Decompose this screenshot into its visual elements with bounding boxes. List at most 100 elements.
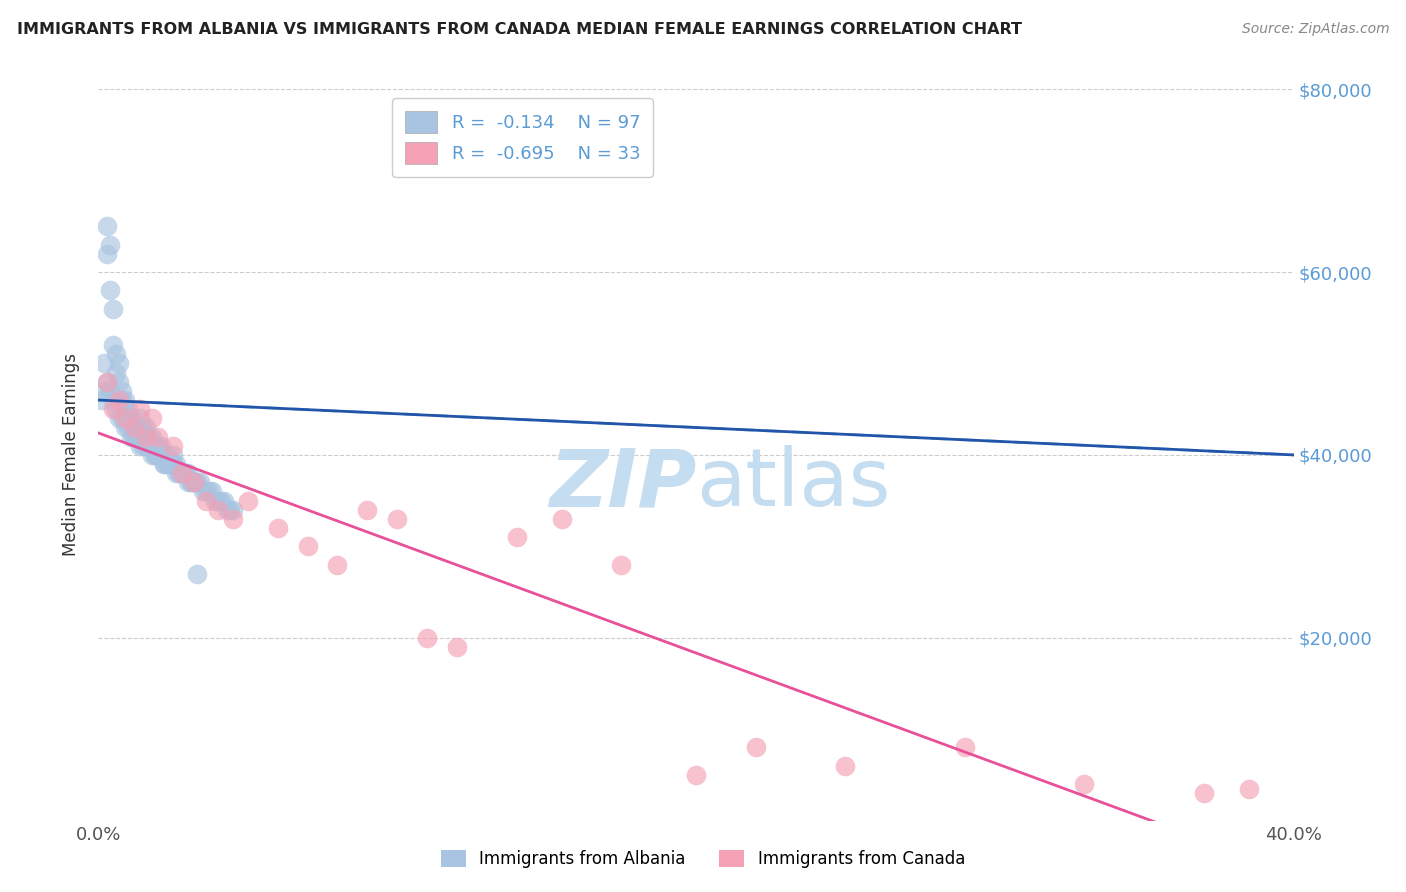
Point [212,493,235,508]
Point [132,439,155,453]
Point [129,402,152,417]
Point [180,475,202,490]
Point [297,539,319,553]
Point [143,439,166,453]
Point [143,448,166,462]
Point [162,457,184,471]
Point [953,740,976,755]
Point [141,429,163,443]
Point [120,420,142,434]
Point [138,429,160,443]
Y-axis label: Median Female Earnings: Median Female Earnings [62,353,80,557]
Point [446,640,468,654]
Point [207,502,229,516]
Point [834,758,856,772]
Point [685,768,707,782]
Point [127,429,149,443]
Point [114,411,136,425]
Point [148,448,170,462]
Point [159,457,181,471]
Point [103,301,125,316]
Point [98,283,122,297]
Point [172,466,194,480]
Point [108,375,131,389]
Point [167,466,190,480]
Point [124,420,146,434]
Point [162,457,184,471]
Point [207,493,229,508]
Point [124,429,146,443]
Text: atlas: atlas [696,445,890,524]
Point [156,448,179,462]
Point [111,411,134,425]
Point [96,219,118,234]
Point [177,475,200,490]
Point [610,558,633,572]
Point [117,402,139,417]
Point [219,502,242,516]
Point [135,420,157,434]
Point [141,411,163,425]
Point [165,457,187,471]
Point [108,356,131,370]
Point [103,338,125,352]
Point [105,347,128,361]
Point [114,392,136,407]
Point [180,475,202,490]
Point [132,420,155,434]
Point [98,237,122,252]
Point [93,384,115,398]
Point [90,392,112,407]
Point [506,530,529,544]
Point [117,420,139,434]
Point [114,420,136,434]
Text: IMMIGRANTS FROM ALBANIA VS IMMIGRANTS FROM CANADA MEDIAN FEMALE EARNINGS CORRELA: IMMIGRANTS FROM ALBANIA VS IMMIGRANTS FR… [17,22,1022,37]
Legend: Immigrants from Albania, Immigrants from Canada: Immigrants from Albania, Immigrants from… [434,843,972,875]
Point [191,484,214,499]
Point [162,439,184,453]
Point [138,439,160,453]
Point [267,521,290,535]
Point [159,457,181,471]
Point [114,402,136,417]
Point [148,448,170,462]
Point [129,411,152,425]
Point [167,466,190,480]
Point [215,502,238,516]
Point [120,411,142,425]
Point [135,429,157,443]
Point [385,512,409,526]
Point [108,392,131,407]
Point [120,429,142,443]
Point [1237,781,1260,796]
Point [93,356,115,370]
Point [165,466,187,480]
Point [141,448,163,462]
Point [135,429,157,443]
Point [156,457,179,471]
Point [183,475,205,490]
Point [183,475,205,490]
Text: Source: ZipAtlas.com: Source: ZipAtlas.com [1241,22,1389,37]
Point [162,448,184,462]
Point [745,740,768,755]
Point [153,448,176,462]
Point [183,475,205,490]
Point [356,502,378,516]
Point [150,448,173,462]
Point [105,366,128,380]
Point [172,466,194,480]
Point [222,502,245,516]
Point [98,384,122,398]
Point [174,466,197,480]
Point [117,411,139,425]
Point [153,457,176,471]
Point [148,439,170,453]
Point [177,466,200,480]
Point [222,512,245,526]
Legend: R =  -0.134    N = 97, R =  -0.695    N = 33: R = -0.134 N = 97, R = -0.695 N = 33 [392,98,654,177]
Point [124,429,146,443]
Point [204,493,226,508]
Point [550,512,572,526]
Point [1073,777,1095,791]
